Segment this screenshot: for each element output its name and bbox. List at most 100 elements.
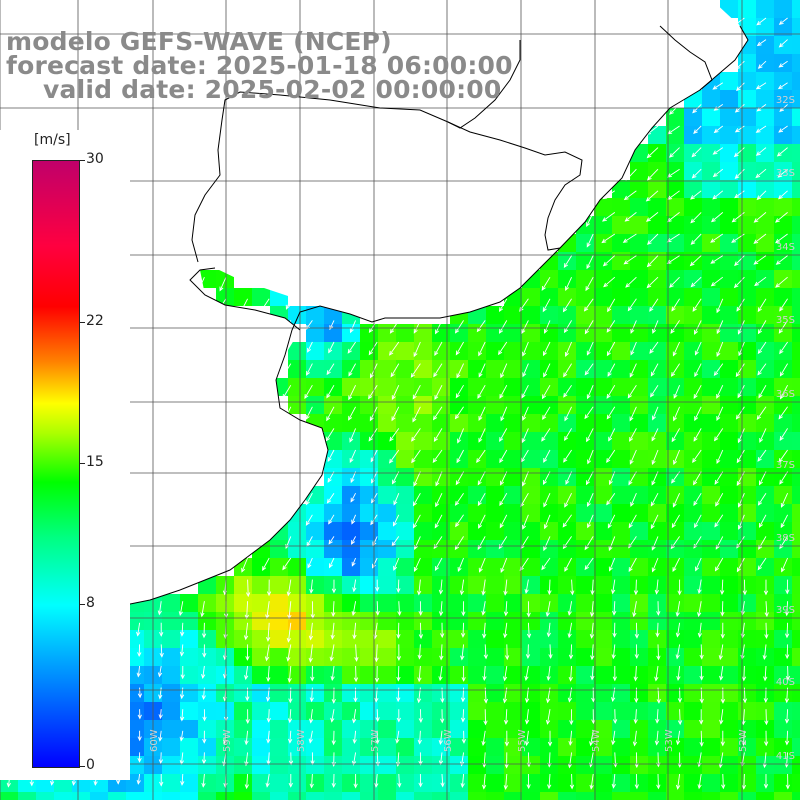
- wind-arrow: [630, 493, 637, 507]
- wind-arrow-head: [784, 633, 790, 639]
- wind-speed-cell: [360, 504, 378, 522]
- wind-arrow: [455, 514, 464, 528]
- wind-arrow-head: [477, 501, 482, 507]
- wind-arrow-head: [611, 589, 616, 595]
- wind-speed-cell: [504, 342, 522, 360]
- wind-arrow-head: [374, 657, 379, 663]
- wind-arrow-head: [634, 654, 639, 660]
- wind-arrow-shaft: [455, 406, 464, 419]
- wind-arrow: [784, 752, 789, 768]
- wind-arrow-head: [584, 545, 589, 551]
- wind-speed-cell: [720, 270, 738, 288]
- wind-speed-cell: [684, 414, 702, 432]
- wind-arrow-head: [651, 480, 656, 486]
- wind-arrow-head: [331, 588, 337, 594]
- wind-arrow-head: [710, 259, 716, 264]
- wind-arrow-head: [693, 543, 698, 549]
- wind-arrow: [694, 363, 702, 378]
- wind-speed-cell: [522, 558, 540, 576]
- wind-arrow: [623, 190, 637, 201]
- wind-speed-cell: [792, 108, 800, 126]
- wind-speed-cell: [702, 576, 720, 594]
- wind-arrow-shaft: [541, 428, 551, 442]
- wind-arrow-shaft: [268, 709, 270, 722]
- wind-speed-cell: [576, 774, 594, 792]
- wind-speed-cell: [252, 702, 270, 720]
- wind-arrow-shaft: [434, 384, 443, 400]
- wind-speed-cell: [648, 198, 666, 216]
- wind-arrow-head: [478, 416, 483, 421]
- wind-arrow: [741, 730, 746, 746]
- wind-arrow-shaft: [647, 147, 659, 158]
- wind-arrow-head: [713, 128, 719, 134]
- wind-arrow-head: [736, 306, 741, 312]
- wind-arrow-shaft: [499, 320, 508, 334]
- wind-speed-cell: [522, 414, 540, 432]
- wind-arrow-shaft: [741, 622, 745, 638]
- wind-speed-cell: [36, 792, 54, 800]
- wind-arrow: [715, 492, 724, 507]
- wind-arrow-head: [433, 437, 438, 442]
- wind-arrow: [608, 557, 616, 572]
- wind-arrow: [396, 622, 401, 639]
- wind-arrow: [352, 709, 357, 724]
- coastline-path: [0, 25, 749, 621]
- wind-arrow: [305, 514, 313, 526]
- wind-arrow: [672, 493, 681, 508]
- wind-speed-cell: [504, 324, 522, 342]
- wind-arrow-head: [543, 372, 548, 378]
- wind-speed-cell: [720, 126, 738, 144]
- wind-arrow-shaft: [440, 601, 443, 616]
- wind-arrow-shaft: [738, 493, 745, 507]
- wind-arrow: [568, 730, 573, 746]
- wind-speed-cell: [702, 648, 720, 666]
- wind-arrow-head: [757, 349, 763, 355]
- wind-arrow: [623, 255, 637, 265]
- wind-speed-cell: [612, 396, 630, 414]
- wind-arrow-shaft: [374, 622, 378, 639]
- wind-arrow-shaft: [483, 665, 486, 681]
- wind-arrow-shaft: [526, 730, 529, 746]
- wind-speed-cell: [774, 792, 792, 800]
- wind-arrow-head: [562, 522, 567, 528]
- wind-arrow: [602, 190, 616, 200]
- wind-speed-cell: [738, 252, 756, 270]
- wind-arrow-shaft: [569, 752, 573, 768]
- wind-arrow: [546, 665, 551, 681]
- wind-arrow-head: [763, 676, 768, 682]
- wind-speed-cell: [378, 720, 396, 738]
- wind-speed-cell: [288, 702, 306, 720]
- wind-arrow-shaft: [353, 579, 357, 592]
- wind-arrow-head: [666, 238, 672, 243]
- wind-arrow: [651, 449, 659, 465]
- wind-arrow-shaft: [311, 773, 313, 788]
- wind-arrow-head: [612, 632, 617, 638]
- wind-arrow: [692, 104, 702, 114]
- wind-speed-cell: [648, 342, 666, 360]
- wind-speed-cell: [756, 108, 774, 126]
- wind-arrow-head: [417, 739, 422, 745]
- wind-speed-cell: [792, 558, 800, 576]
- wind-arrow-shaft: [606, 449, 616, 463]
- wind-arrow-shaft: [477, 536, 486, 550]
- wind-speed-cell: [360, 594, 378, 612]
- wind-arrow: [759, 471, 767, 486]
- wind-arrow: [499, 449, 508, 464]
- wind-arrow-head: [93, 780, 98, 786]
- wind-arrow-head: [351, 539, 356, 545]
- wind-arrow-head: [715, 501, 720, 507]
- wind-arrow-head: [353, 677, 359, 683]
- wind-speed-cell: [432, 738, 450, 756]
- wind-speed-cell: [360, 576, 378, 594]
- wind-arrow-head: [778, 128, 784, 133]
- wind-speed-cell: [198, 720, 216, 738]
- wind-arrow-head: [412, 417, 417, 423]
- wind-arrow: [672, 341, 681, 357]
- wind-speed-cell: [360, 468, 378, 486]
- wind-arrow: [482, 665, 487, 682]
- wind-arrow-head: [459, 761, 465, 767]
- wind-speed-cell: [468, 720, 486, 738]
- wind-arrow-head: [718, 655, 723, 661]
- wind-arrow-shaft: [737, 428, 745, 443]
- wind-arrow-head: [396, 588, 401, 593]
